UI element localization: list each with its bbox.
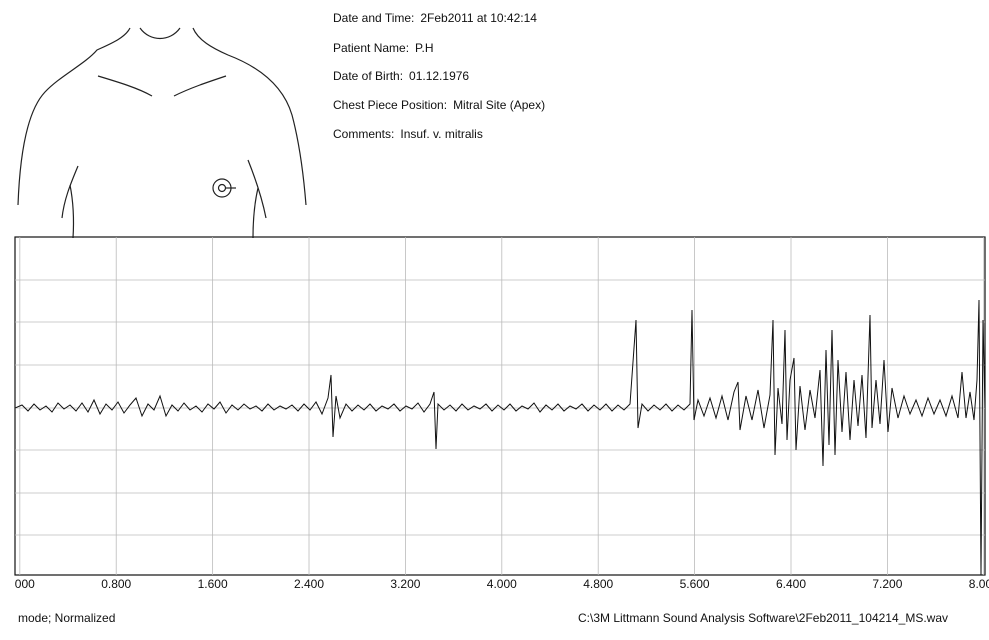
x-tick-label: 8.000 (969, 577, 989, 591)
info-label: Comments: (333, 127, 394, 141)
info-value: 2Feb2011 at 10:42:14 (420, 11, 537, 25)
info-label: Patient Name: (333, 41, 409, 55)
x-tick-label: 3.200 (390, 577, 420, 591)
x-tick-label: 7.200 (872, 577, 902, 591)
info-label: Chest Piece Position: (333, 98, 447, 112)
plot-area: 0.000 0.800 1.600 2.400 3.200 4.000 4.800 5.600… (5, 236, 989, 591)
x-tick-labels: 0.000 0.800 1.600 2.400 3.200 4.000 4.800 5.600… (5, 577, 989, 591)
info-label: Date of Birth: (333, 69, 403, 83)
horizontal-grid (15, 279, 985, 536)
patient-info: Date and Time: 2Feb2011 at 10:42:14 Patien… (333, 11, 545, 141)
info-value: Mitral Site (Apex) (453, 98, 545, 112)
info-value: P.H (415, 41, 433, 55)
info-value: Insuf. v. mitralis (400, 127, 482, 141)
torso-diagram (17, 27, 307, 239)
x-tick-label: 5.600 (680, 577, 710, 591)
x-tick-label: 0.800 (101, 577, 131, 591)
info-label: Date and Time: (333, 11, 414, 25)
file-path: C:\3M Littmann Sound Analysis Software\2… (578, 611, 948, 625)
mode-label: mode; Normalized (18, 611, 115, 625)
waveform (15, 299, 985, 575)
info-value: 01.12.1976 (409, 69, 469, 83)
x-tick-label: 1.600 (198, 577, 228, 591)
x-tick-label: 6.400 (776, 577, 806, 591)
vertical-grid (19, 237, 985, 575)
x-tick-label: 4.000 (487, 577, 517, 591)
x-tick-label: 2.400 (294, 577, 324, 591)
x-tick-label: 0.000 (5, 577, 35, 591)
x-tick-label: 4.800 (583, 577, 613, 591)
